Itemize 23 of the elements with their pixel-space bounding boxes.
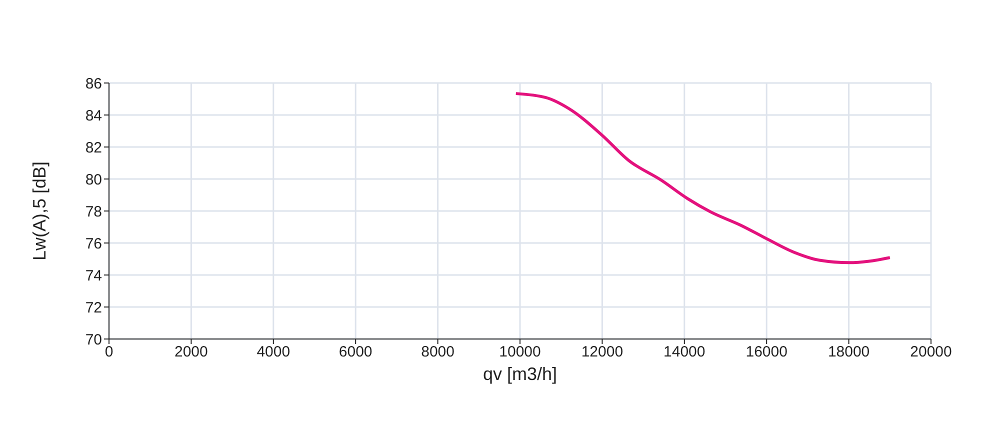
line-series [514, 92, 892, 264]
y-tick-label: 82 [85, 139, 102, 156]
x-tick-label: 16000 [746, 344, 788, 361]
x-tick-label: 8000 [421, 344, 454, 361]
y-tick-label: 74 [85, 267, 102, 284]
y-tick-label: 78 [85, 203, 102, 220]
x-tick-label: 18000 [828, 344, 870, 361]
y-tick-label: 70 [85, 331, 102, 348]
x-axis-title: qv [m3/h] [482, 364, 558, 384]
x-tick-label: 12000 [581, 344, 624, 361]
x-tick-label: 6000 [338, 344, 372, 361]
x-tick-label: 10000 [499, 344, 541, 361]
y-tick-label: 80 [85, 171, 102, 188]
x-tick-label: 0 [104, 344, 114, 361]
x-tick-label: 20000 [910, 344, 952, 361]
y-axis-title: Lw(A),5 [dB] [29, 161, 50, 261]
y-tick-label: 84 [85, 107, 102, 124]
y-tick-label: 76 [85, 235, 102, 252]
y-tick-label: 72 [85, 299, 102, 316]
x-tick-label: 4000 [256, 344, 290, 361]
x-tick-label: 2000 [174, 344, 208, 361]
x-tick-label: 14000 [664, 344, 706, 361]
y-tick-label: 86 [85, 75, 102, 92]
